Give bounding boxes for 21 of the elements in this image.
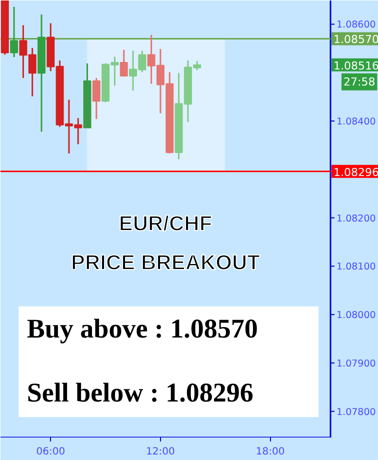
y-tick-label: 1.08600	[336, 20, 376, 31]
x-tick-label: 18:00	[256, 446, 285, 458]
y-tick-label: 1.07900	[336, 358, 376, 370]
y-tick-label: 1.07800	[336, 406, 376, 418]
annotation: Sell below : 1.08296	[26, 377, 254, 408]
candlestick	[120, 49, 128, 77]
y-tick-label: 1.08100	[336, 262, 376, 273]
text: 1.08516	[334, 59, 378, 72]
candlestick	[92, 77, 100, 120]
ref-line-label: 1.08570	[334, 33, 378, 46]
ref-line-label: 1.08296	[334, 166, 378, 179]
y-tick-label: 1.08400	[336, 116, 376, 128]
candlestick	[10, 6, 18, 58]
text: 27:58	[344, 75, 376, 88]
y-tick-label: 1.08200	[336, 213, 376, 224]
annotation: Buy above : 1.08570	[26, 313, 258, 344]
x-tick-label: 06:00	[36, 446, 66, 458]
text: PRICE BREAKOUT	[70, 252, 260, 275]
text: EUR/CHF	[118, 212, 212, 236]
y-tick-label: 1.08000	[336, 310, 376, 322]
x-tick-label: 12:00	[146, 446, 175, 458]
